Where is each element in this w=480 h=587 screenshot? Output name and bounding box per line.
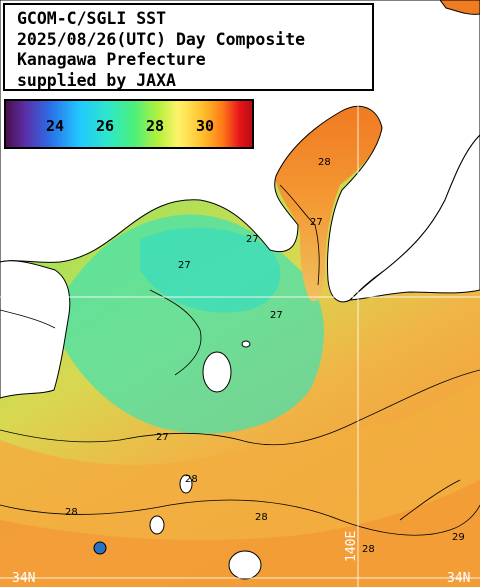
sst-colorbar: 24 26 28 30 <box>4 99 254 149</box>
coastal-cool-water <box>140 227 281 313</box>
graticule <box>0 100 480 587</box>
niijima-island <box>149 515 165 535</box>
contour-label-28-e: 28 <box>318 157 331 168</box>
contour-label-28-c: 28 <box>255 512 268 523</box>
contour-label-27-a: 27 <box>178 260 191 271</box>
contour-label-28-b: 28 <box>65 507 78 518</box>
contour-label-27-d: 27 <box>156 432 169 443</box>
izu-peninsula <box>0 260 71 399</box>
warmer-water-region <box>0 480 480 587</box>
contour-lines <box>0 184 480 536</box>
title-line-2: 2025/08/26(UTC) Day Composite <box>17 29 306 49</box>
tokyo-bay-water <box>275 106 382 302</box>
lat-label-34n-right: 34N <box>447 571 470 586</box>
contour-label-27-c: 27 <box>270 310 283 321</box>
contour-label-27-b: 27 <box>246 234 259 245</box>
lon-label-140e: 140E <box>344 531 359 562</box>
title-line-4: supplied by JAXA <box>17 70 176 90</box>
contour-label-28-a: 28 <box>185 474 198 485</box>
boso-peninsula <box>348 134 480 301</box>
title-line-1: GCOM-C/SGLI SST <box>17 9 167 28</box>
lat-label-35n-left: 35N <box>14 280 37 295</box>
contour-label-27-e: 27 <box>310 217 323 228</box>
islet-nw <box>241 340 251 348</box>
lat-label-35n-right: 35N <box>445 280 468 295</box>
oshima-island <box>202 351 232 393</box>
title-line-3: Kanagawa Prefecture <box>17 50 206 69</box>
contour-label-29: 29 <box>452 532 465 543</box>
lat-label-34n-left: 34N <box>12 571 35 586</box>
colorbar-label-26: 26 <box>96 117 115 135</box>
contour-label-28-d: 28 <box>362 544 375 555</box>
colorbar-label-28: 28 <box>146 117 165 135</box>
title-box: GCOM-C/SGLI SST 2025/08/26(UTC) Day Comp… <box>3 3 374 91</box>
kozushima-island <box>93 541 107 555</box>
miyake-island <box>228 550 262 580</box>
colorbar-label-24: 24 <box>46 117 65 135</box>
toshima-island <box>179 474 193 494</box>
colorbar-label-30: 30 <box>196 117 215 135</box>
